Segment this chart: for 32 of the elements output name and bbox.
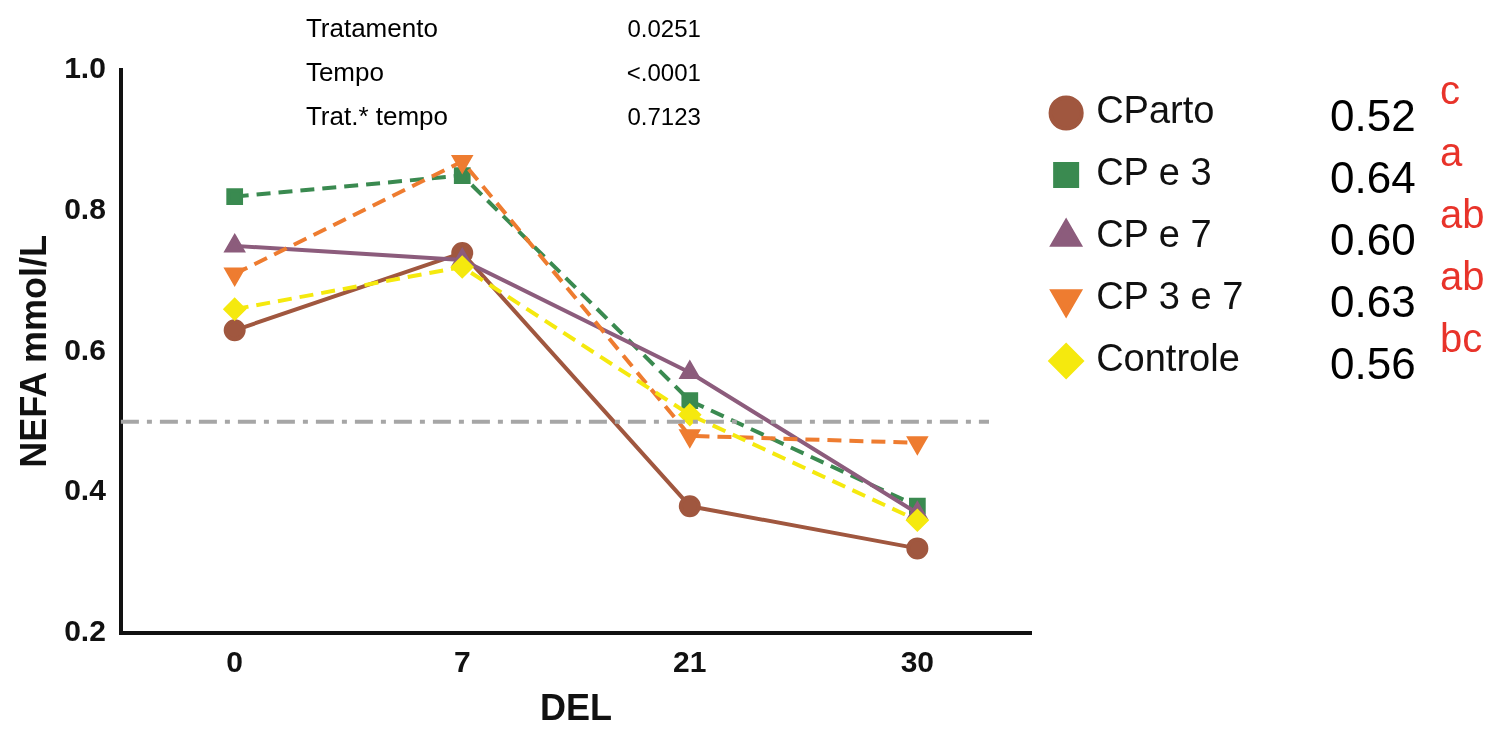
text: c <box>1440 68 1460 113</box>
x-axis-title: DEL <box>540 687 613 729</box>
x-tick-label: 30 <box>900 645 935 679</box>
legend-label: CP e 7 <box>1096 213 1212 256</box>
legend-label: Controle <box>1096 337 1240 380</box>
x-tick-label: 0 <box>226 645 244 679</box>
annotation: Tempo <box>305 57 384 88</box>
text: 0.60 <box>1330 215 1416 265</box>
x-tick-label: 21 <box>673 645 707 679</box>
legend-label: CP 3 e 7 <box>1096 275 1244 318</box>
text: 0.0251 <box>627 14 701 42</box>
x-tick-label: 7 <box>453 645 471 679</box>
y-tick-label: 0.6 <box>64 332 106 366</box>
annotation: <.0001 <box>626 58 701 86</box>
y-tick-label: 0.2 <box>64 614 106 648</box>
y-axis-title: NEFA mmol/L <box>12 235 54 468</box>
y-tick-label: 0.4 <box>64 473 107 507</box>
legend-label: CParto <box>1096 89 1215 132</box>
text: 0.56 <box>1330 339 1416 389</box>
text: ab <box>1440 192 1485 237</box>
text: 0.52 <box>1330 91 1416 141</box>
text: a <box>1440 130 1463 175</box>
text: Tratamento <box>305 13 438 44</box>
text: ab <box>1440 254 1485 299</box>
y-tick-label: 0.8 <box>64 191 106 225</box>
legend-label: CP e 3 <box>1096 151 1212 194</box>
annotation: Trat.* tempo <box>305 101 448 132</box>
text: bc <box>1440 316 1483 361</box>
annotation: 0.7123 <box>627 102 701 130</box>
text: 0.63 <box>1330 277 1416 327</box>
y-tick-label: 1.0 <box>64 51 106 85</box>
text: 0.64 <box>1330 153 1416 203</box>
